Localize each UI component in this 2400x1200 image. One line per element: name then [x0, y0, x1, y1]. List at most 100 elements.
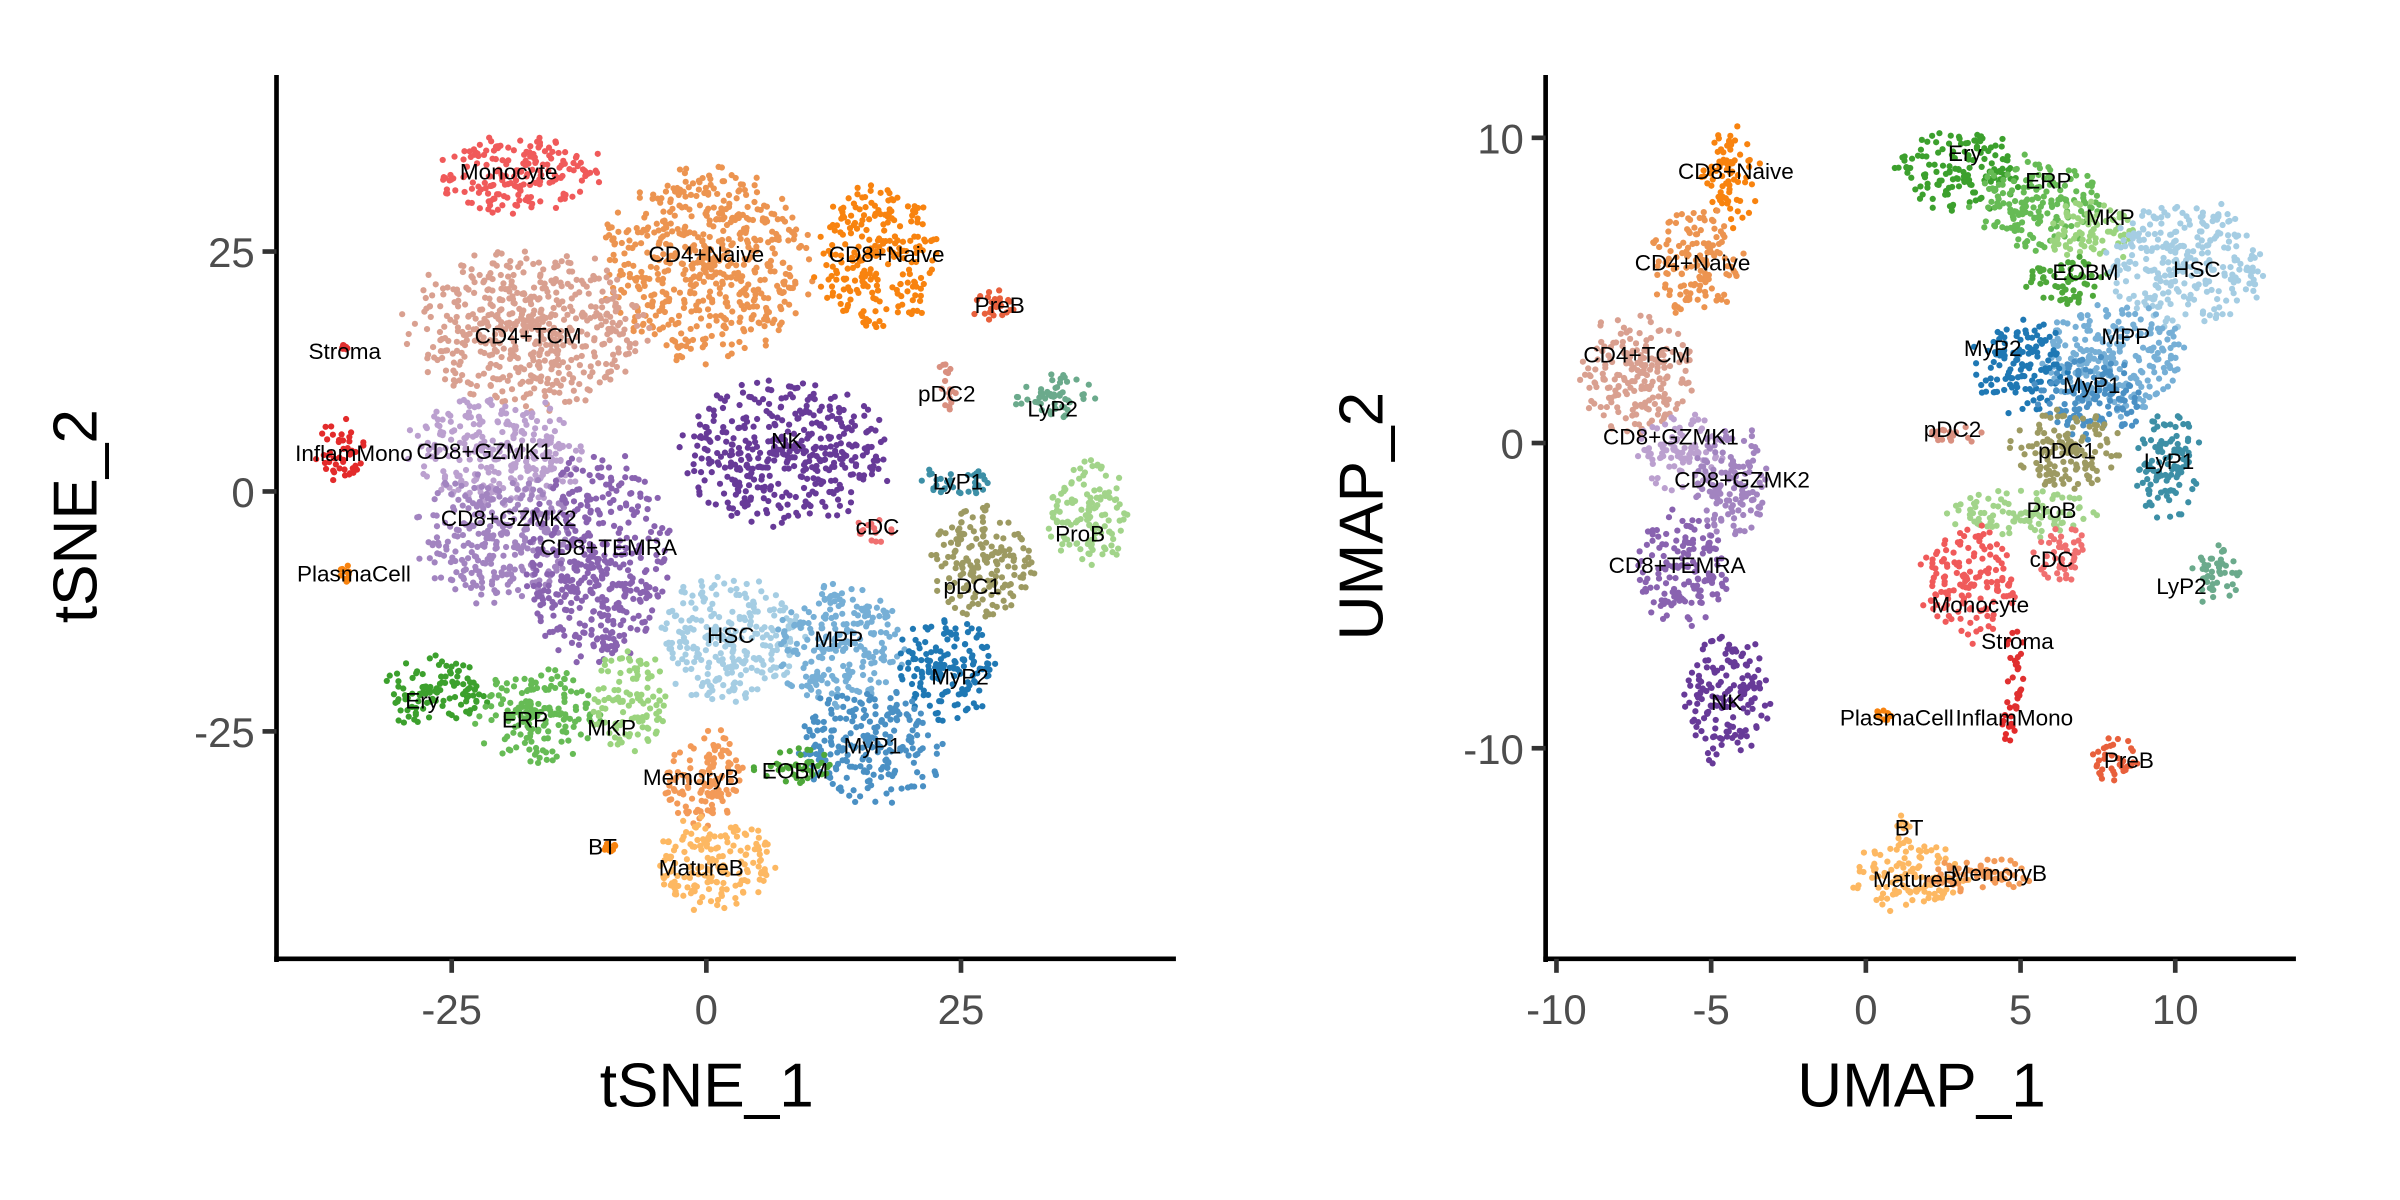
- point: [644, 675, 652, 682]
- point: [720, 424, 727, 431]
- point: [520, 332, 527, 339]
- point: [739, 389, 747, 396]
- point: [763, 203, 771, 210]
- point: [789, 214, 796, 221]
- point: [394, 698, 401, 705]
- point: [703, 212, 710, 219]
- point: [633, 322, 641, 329]
- point: [480, 505, 487, 512]
- point: [969, 514, 976, 521]
- point: [687, 191, 695, 198]
- point: [478, 584, 486, 591]
- point: [960, 508, 968, 515]
- point: [780, 629, 788, 637]
- point: [1072, 497, 1079, 505]
- point: [719, 656, 726, 663]
- point: [612, 328, 620, 335]
- point: [559, 443, 566, 450]
- point: [670, 757, 677, 765]
- point: [977, 541, 984, 548]
- point: [911, 203, 918, 210]
- point: [603, 311, 610, 318]
- point: [851, 219, 859, 227]
- point: [559, 586, 566, 593]
- point: [452, 480, 459, 487]
- point: [483, 161, 490, 168]
- point: [470, 289, 478, 296]
- point: [737, 671, 744, 679]
- point: [922, 638, 929, 646]
- point: [453, 338, 460, 345]
- point: [608, 485, 615, 492]
- point: [468, 185, 476, 192]
- point: [698, 617, 705, 624]
- point: [525, 480, 533, 487]
- point: [1057, 375, 1064, 382]
- point: [499, 330, 506, 338]
- point: [516, 186, 524, 193]
- point: [544, 441, 551, 448]
- point: [668, 316, 675, 324]
- point: [439, 416, 446, 423]
- point: [704, 670, 711, 678]
- point: [466, 496, 473, 504]
- point: [454, 673, 461, 680]
- point: [1006, 298, 1013, 305]
- point: [591, 255, 599, 262]
- point: [519, 378, 526, 386]
- point: [939, 717, 946, 724]
- point: [682, 666, 689, 673]
- point: [743, 580, 750, 588]
- point: [979, 486, 987, 493]
- point: [726, 200, 733, 207]
- point: [676, 289, 684, 296]
- point: [335, 438, 342, 446]
- point: [733, 900, 740, 907]
- point: [872, 648, 880, 655]
- point: [578, 328, 585, 335]
- point: [457, 423, 464, 430]
- point: [451, 153, 458, 160]
- point: [933, 236, 940, 243]
- point: [698, 846, 705, 853]
- point: [339, 565, 346, 573]
- point: [504, 377, 511, 384]
- point: [517, 137, 524, 144]
- point: [523, 421, 530, 428]
- point: [488, 716, 495, 724]
- point: [508, 326, 516, 333]
- point: [688, 795, 696, 802]
- point: [667, 252, 675, 259]
- point: [844, 218, 851, 226]
- point: [880, 657, 887, 664]
- point: [772, 236, 780, 243]
- point: [778, 306, 785, 313]
- point: [940, 630, 948, 637]
- point: [904, 279, 911, 286]
- point: [842, 241, 849, 248]
- point: [590, 643, 597, 650]
- point: [466, 330, 473, 337]
- point: [889, 607, 896, 615]
- point: [1101, 523, 1108, 530]
- point: [969, 564, 976, 571]
- point: [446, 695, 453, 702]
- point: [967, 524, 974, 531]
- point: [343, 568, 350, 576]
- point: [1048, 371, 1055, 378]
- point: [732, 757, 740, 764]
- point: [909, 625, 917, 632]
- point: [765, 239, 772, 246]
- point: [1031, 570, 1038, 577]
- point: [466, 710, 473, 717]
- point: [789, 454, 796, 461]
- point: [632, 340, 639, 347]
- point: [500, 552, 507, 559]
- point: [1070, 466, 1077, 474]
- point: [975, 626, 983, 633]
- point: [800, 664, 807, 672]
- point: [503, 420, 510, 428]
- point: [746, 609, 753, 617]
- point: [342, 415, 350, 423]
- point: [719, 331, 726, 338]
